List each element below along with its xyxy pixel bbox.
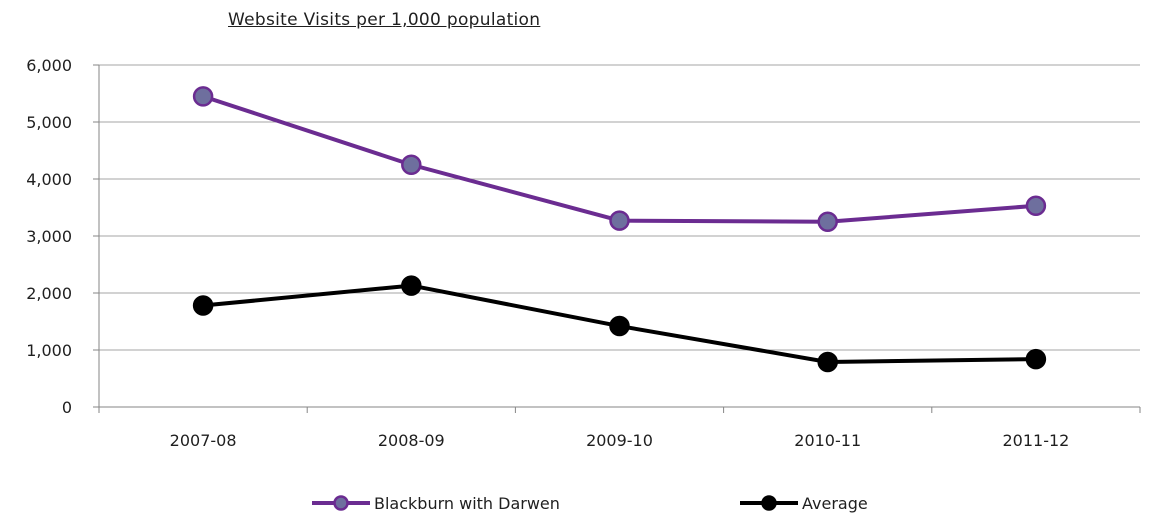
data-point (192, 295, 214, 316)
data-point (817, 351, 838, 373)
y-tick-label: 6,000 (26, 56, 72, 75)
data-point (609, 315, 630, 337)
series-group (192, 86, 1047, 373)
x-tick-label: 2011-12 (1002, 431, 1069, 450)
x-tick-label: 2008-09 (378, 431, 445, 450)
data-point (817, 211, 838, 232)
data-point (609, 210, 630, 231)
y-tick-label: 0 (62, 398, 72, 417)
series-blackburn-with-darwen (192, 86, 1047, 232)
legend-item-average: Average (740, 490, 868, 516)
y-axis: 0 1,000 2,000 3,000 4,000 5,000 6,000 (26, 56, 100, 417)
x-tick-label: 2010-11 (794, 431, 861, 450)
x-axis: 2007-08 2008-09 2009-10 2010-11 2011-12 (98, 406, 1141, 450)
y-tick-label: 3,000 (26, 227, 72, 246)
data-point (192, 86, 214, 107)
x-tick-label: 2009-10 (586, 431, 653, 450)
data-point (1025, 348, 1047, 370)
series-average (192, 275, 1047, 373)
legend-label: Blackburn with Darwen (374, 493, 560, 513)
data-point (401, 275, 422, 296)
series-line (202, 94, 1037, 224)
x-tick-label: 2007-08 (170, 431, 237, 450)
legend-line-icon (312, 495, 370, 511)
legend-label: Average (802, 493, 868, 513)
chart-title: Website Visits per 1,000 population (228, 10, 541, 30)
y-tick-label: 2,000 (26, 284, 72, 303)
legend-line-icon (740, 495, 798, 511)
data-point (1025, 195, 1047, 217)
gridlines (99, 64, 1140, 351)
legend-item-blackburn: Blackburn with Darwen (312, 490, 560, 516)
data-point (401, 154, 422, 175)
y-tick-label: 4,000 (26, 170, 72, 189)
y-tick-label: 1,000 (26, 341, 72, 360)
y-tick-label: 5,000 (26, 113, 72, 132)
